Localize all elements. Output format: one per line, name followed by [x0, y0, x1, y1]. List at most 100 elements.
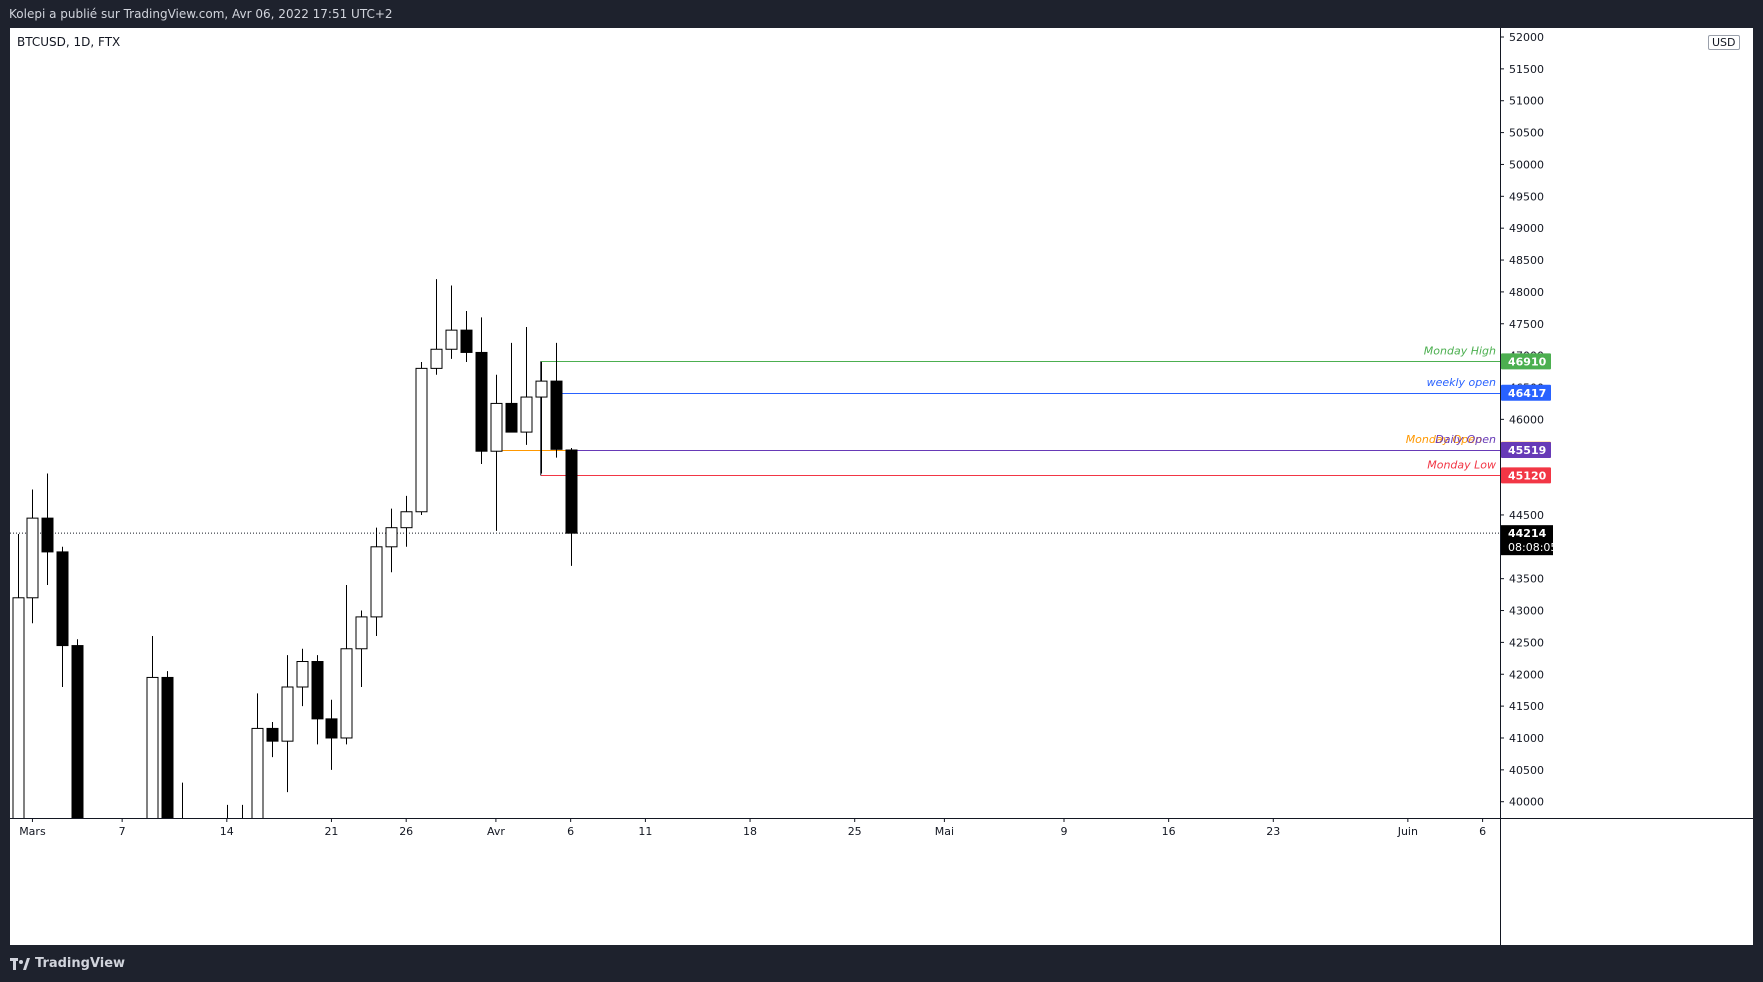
candle-up — [385, 527, 398, 548]
level-label: Monday Low — [1427, 458, 1496, 471]
candle-up — [12, 597, 25, 818]
x-tick-label: 14 — [220, 825, 234, 838]
candle-down — [102, 840, 113, 904]
tradingview-logo[interactable]: TradingView — [10, 956, 125, 971]
y-tick-label: 42500 — [1509, 636, 1544, 649]
candle-down — [161, 676, 174, 818]
level-price-text: 46417 — [1508, 387, 1546, 400]
candle-up — [281, 686, 294, 742]
candle-up — [251, 727, 264, 818]
candle-down — [311, 661, 324, 720]
candle-up — [490, 402, 503, 452]
x-tick-label: 11 — [638, 825, 652, 838]
currency-badge[interactable]: USD — [1708, 35, 1740, 50]
x-tick-label: 23 — [1266, 825, 1280, 838]
candle-up — [146, 676, 159, 818]
candle-up — [535, 380, 548, 398]
level-label: Daily Open — [1435, 433, 1496, 446]
candle-up — [445, 329, 458, 350]
level-label: Monday High — [1424, 344, 1496, 357]
publisher-bar: Kolepi a publié sur TradingView.com, Avr… — [0, 0, 1763, 28]
y-tick-label: 50000 — [1509, 158, 1544, 171]
candle-down — [266, 727, 279, 742]
last-price-badge — [1501, 525, 1553, 556]
x-tick-label: 25 — [848, 825, 862, 838]
x-tick-label: 18 — [743, 825, 757, 838]
candle-down — [565, 449, 578, 534]
plot-area[interactable] — [10, 279, 1500, 945]
candle-up — [355, 616, 368, 650]
level-price-text: 46910 — [1508, 355, 1547, 368]
y-tick-label: 41000 — [1509, 732, 1544, 745]
level-price-badge — [1501, 384, 1551, 401]
y-tick-label: 44500 — [1509, 509, 1544, 522]
candle-down — [550, 380, 563, 450]
level-price-badge — [1501, 353, 1551, 370]
candle-down — [325, 718, 338, 739]
candle-up — [222, 824, 233, 942]
x-tick-label: Avr — [487, 825, 505, 838]
logo-text: TradingView — [35, 956, 126, 971]
candle-up — [192, 875, 203, 881]
candle-up — [430, 348, 443, 369]
level-price-text: 45519 — [1508, 444, 1546, 457]
level-price-badge — [1501, 442, 1551, 459]
y-tick-label: 43500 — [1509, 573, 1544, 586]
x-tick-label: 7 — [119, 825, 126, 838]
y-tick-label: 51000 — [1509, 95, 1544, 108]
level-label: Monday Open — [1406, 433, 1482, 446]
candle-up — [340, 648, 353, 739]
y-tick-label: 40000 — [1509, 796, 1544, 809]
y-tick-label: 48000 — [1509, 286, 1544, 299]
y-tick-label: 47500 — [1509, 318, 1544, 331]
candle-up — [26, 517, 39, 599]
candle-down — [505, 402, 518, 433]
candle-down — [177, 840, 188, 881]
footer-bar: TradingView — [0, 945, 1763, 982]
y-tick-label: 48500 — [1509, 254, 1544, 267]
candle-down — [475, 351, 488, 452]
tradingview-logo-icon — [10, 957, 30, 970]
candle-down — [460, 329, 473, 353]
level-label: weekly open — [1427, 376, 1496, 389]
candle-up — [296, 661, 309, 688]
last-price-text: 44214 — [1508, 527, 1547, 540]
candle-up — [370, 546, 383, 618]
x-tick-label: 6 — [1479, 825, 1486, 838]
x-tick-label: 26 — [399, 825, 413, 838]
level-price-badge — [1501, 467, 1551, 484]
candle-down — [117, 904, 128, 926]
candle-down — [56, 551, 69, 647]
candle-down — [207, 875, 218, 942]
y-tick-label: 42000 — [1509, 668, 1544, 681]
y-tick-label: 50500 — [1509, 127, 1544, 140]
x-tick-label: Mai — [935, 825, 954, 838]
y-tick-label: 41500 — [1509, 700, 1544, 713]
x-tick-label: 21 — [324, 825, 338, 838]
symbol-label[interactable]: BTCUSD, 1D, FTX — [17, 35, 121, 49]
x-tick-label: 16 — [1162, 825, 1176, 838]
candle-up — [400, 511, 413, 529]
candle-up — [415, 367, 428, 513]
y-tick-label: 40500 — [1509, 764, 1544, 777]
candle-down — [71, 645, 84, 818]
y-tick-label: 49500 — [1509, 190, 1544, 203]
chart-canvas[interactable]: 40000 40500 41000 41500 42000 42500 43000 43500… — [10, 28, 1753, 945]
y-tick-label: 43000 — [1509, 605, 1544, 618]
x-tick-label: Juin — [1397, 825, 1418, 838]
candle-up — [132, 885, 143, 926]
candle-up — [87, 840, 98, 856]
candle-down — [41, 517, 54, 553]
y-tick-label: 49000 — [1509, 222, 1544, 235]
y-tick-label: 46000 — [1509, 413, 1544, 426]
y-tick-label: 52000 — [1509, 31, 1544, 44]
countdown-text: 08:08:05 — [1508, 541, 1557, 554]
price-chart[interactable]: 40000 40500 41000 41500 42000 42500 43000 43500… — [10, 28, 1753, 945]
y-tick-label: 51500 — [1509, 63, 1544, 76]
candle-down — [237, 824, 248, 846]
level-price-text: 45120 — [1508, 469, 1547, 482]
candle-up — [520, 396, 533, 433]
x-tick-label: 9 — [1061, 825, 1068, 838]
x-tick-label: Mars — [19, 825, 46, 838]
